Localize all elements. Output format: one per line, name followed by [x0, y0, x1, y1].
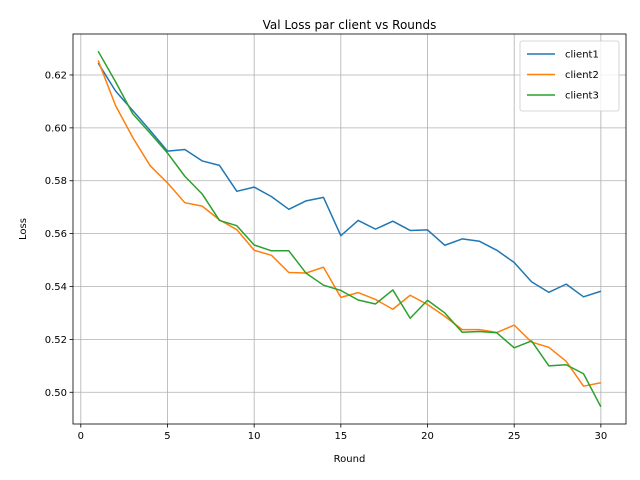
y-tick-label: 0.54: [45, 282, 67, 293]
x-axis-ticks: 0 5 10 15 20 25 30: [78, 424, 607, 442]
y-tick-label: 0.62: [45, 70, 67, 81]
y-tick-label: 0.50: [45, 388, 67, 399]
x-axis-label: Round: [334, 454, 366, 465]
y-tick-label: 0.60: [45, 123, 67, 134]
legend-label-client3: client3: [565, 91, 599, 102]
y-tick-label: 0.52: [45, 335, 67, 346]
x-tick-label: 5: [164, 431, 170, 442]
x-tick-label: 25: [508, 431, 521, 442]
x-tick-label: 15: [334, 431, 347, 442]
y-tick-label: 0.56: [45, 229, 67, 240]
y-axis-label: Loss: [18, 218, 29, 240]
plot-frame: [72, 33, 627, 425]
x-tick-label: 30: [594, 431, 607, 442]
series-line-client3: [97, 50, 602, 408]
x-tick-label: 20: [421, 431, 434, 442]
x-tick-label: 10: [248, 431, 261, 442]
legend-box: [519, 40, 620, 112]
legend-label-client2: client2: [565, 70, 599, 81]
series-lines: [97, 50, 602, 408]
legend-label-client1: client1: [565, 50, 599, 61]
x-tick-label: 0: [78, 431, 84, 442]
legend: client1 client2 client3: [519, 40, 620, 112]
y-axis-ticks: 0.50 0.52 0.54 0.56 0.58 0.60 0.62: [45, 70, 73, 399]
grid: [73, 34, 626, 424]
series-line-client1: [97, 62, 602, 298]
y-tick-label: 0.58: [45, 176, 67, 187]
chart-title: Val Loss par client vs Rounds: [263, 18, 437, 32]
